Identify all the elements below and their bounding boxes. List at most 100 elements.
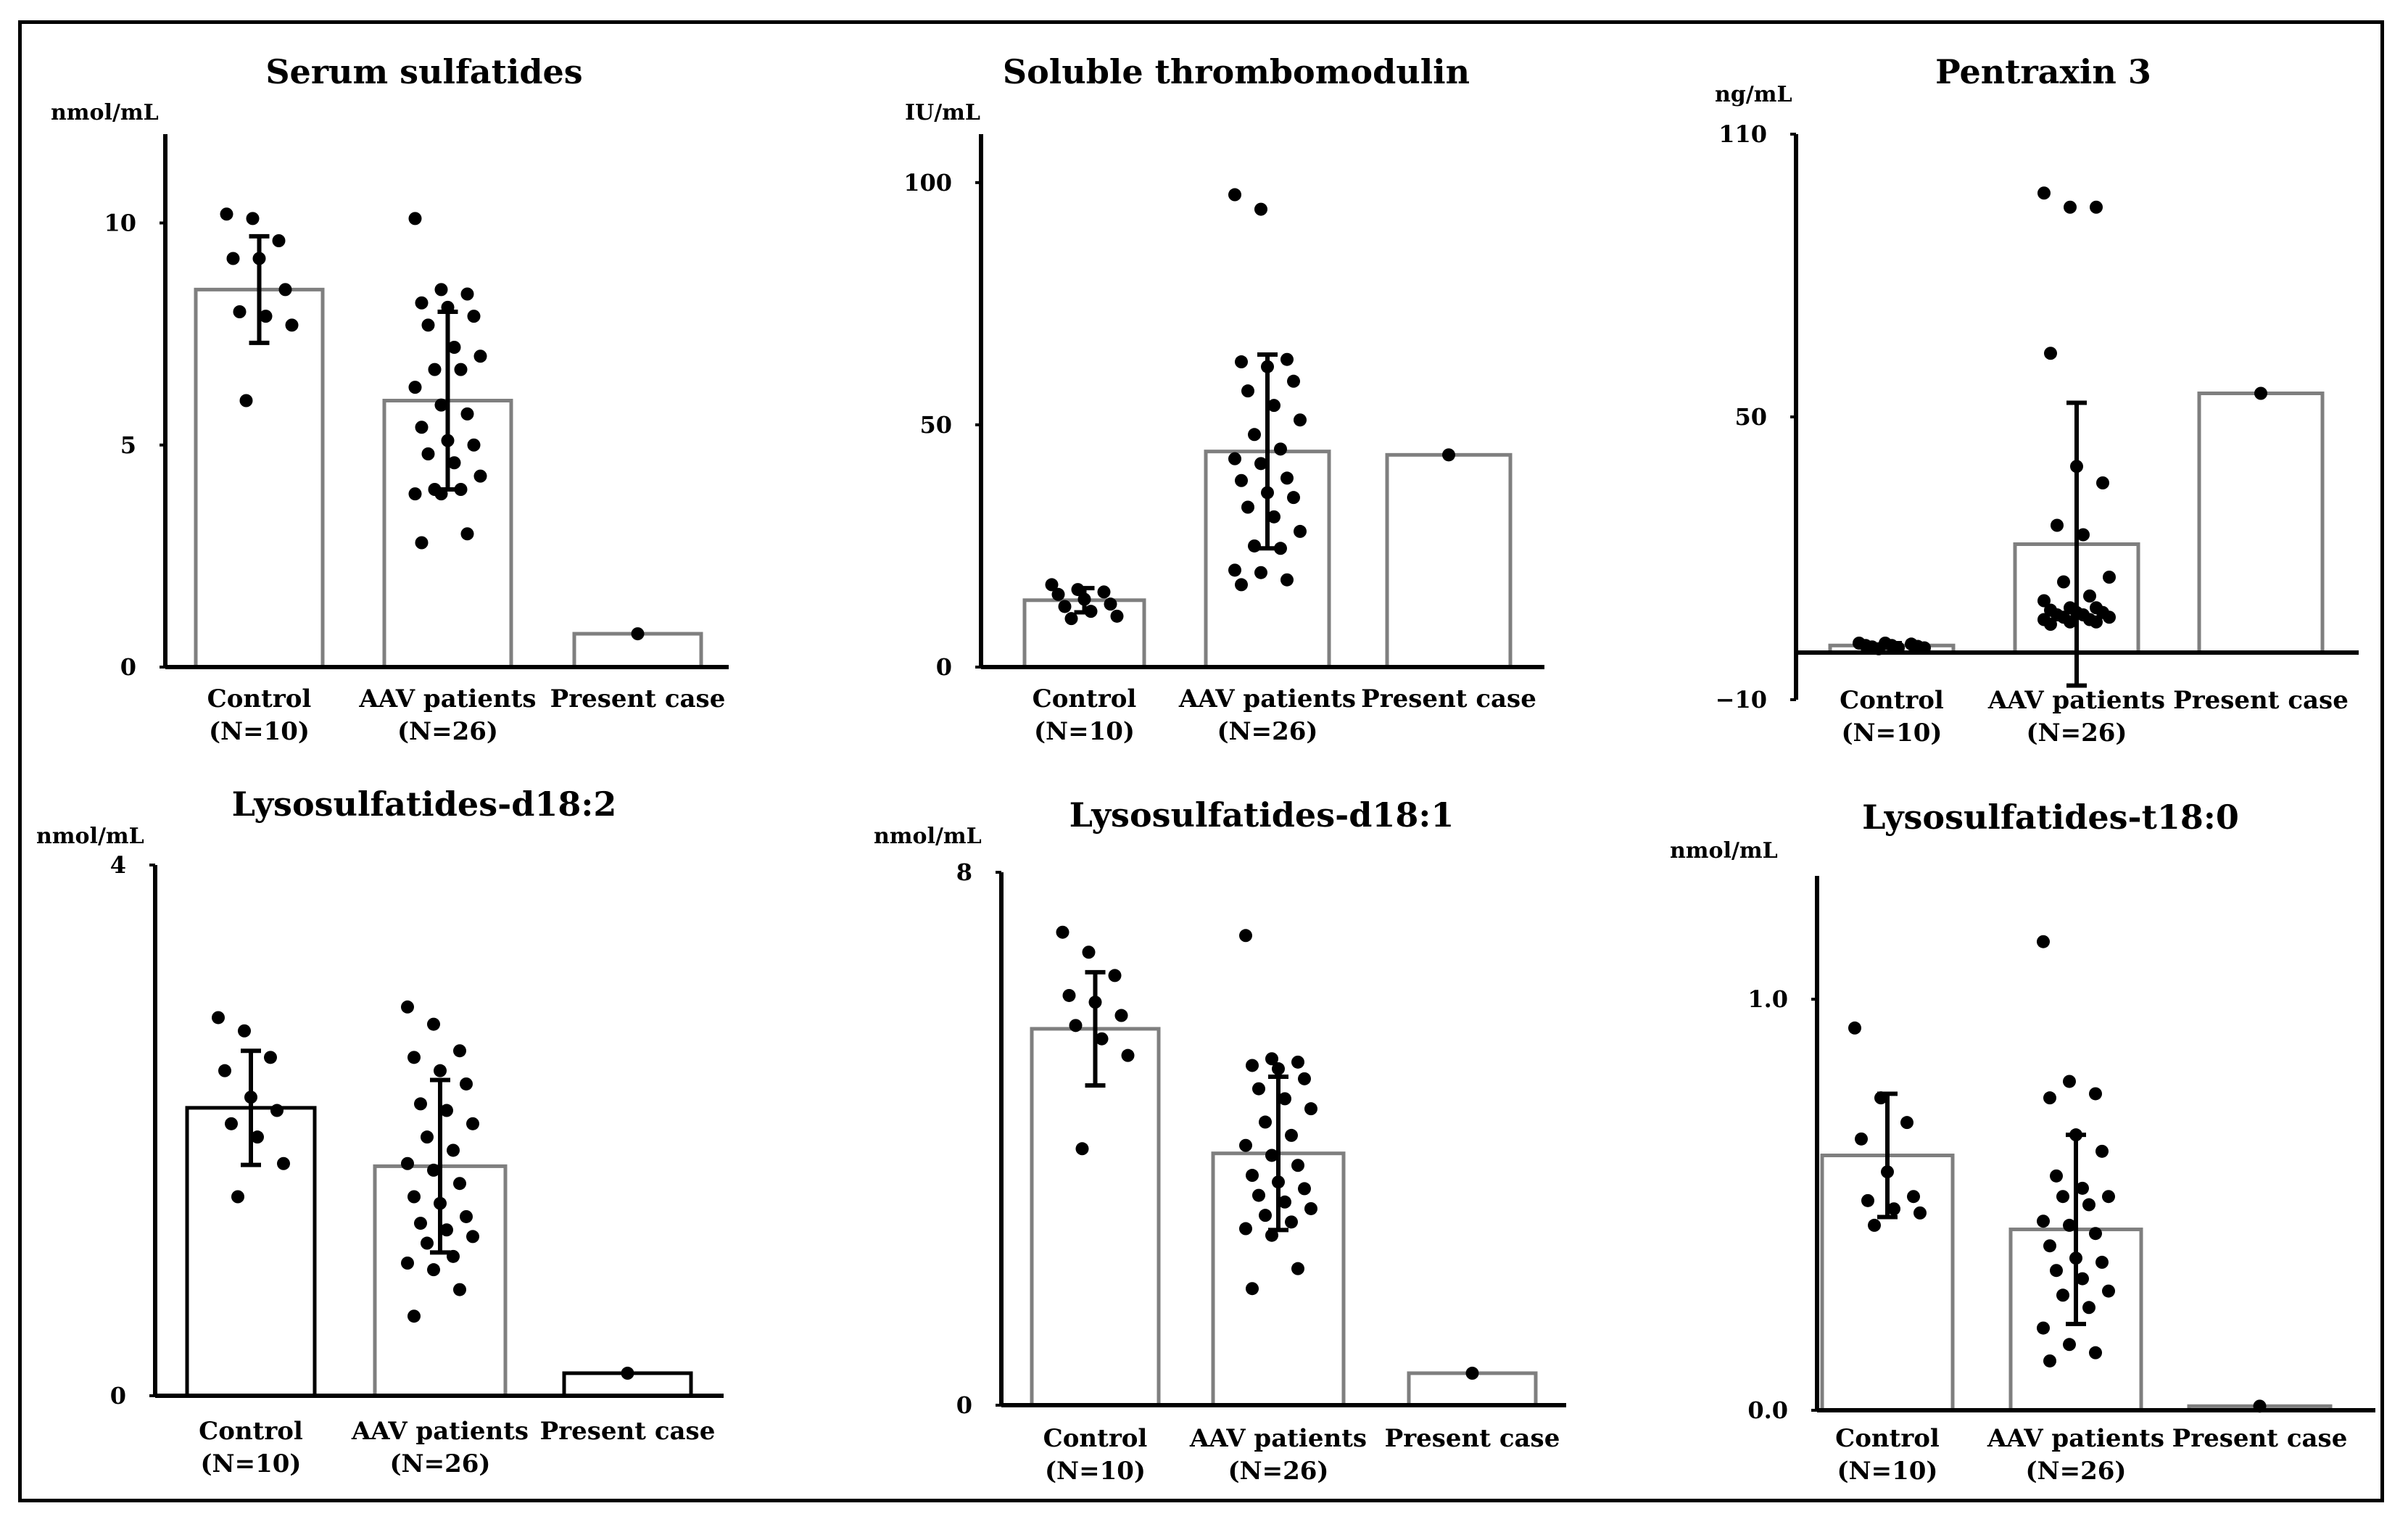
- data-point: [1252, 1188, 1265, 1202]
- y-tick-label: 0: [956, 1391, 972, 1419]
- data-point: [220, 207, 233, 221]
- chart-title: Lysosulfatides-d18:2: [232, 785, 617, 824]
- data-point: [407, 1190, 421, 1204]
- data-point: [1259, 1115, 1272, 1129]
- data-point: [447, 456, 461, 470]
- data-point: [447, 341, 461, 354]
- category-label: Present case: [540, 1417, 716, 1446]
- y-tick-label: 4: [110, 851, 126, 879]
- y-axis-unit-label: nmol/mL: [874, 824, 982, 849]
- y-tick-label: 0: [110, 1382, 126, 1410]
- data-point: [408, 381, 422, 394]
- data-point: [401, 1257, 414, 1270]
- category-count-label: (N=26): [1217, 717, 1317, 746]
- data-point: [414, 1097, 427, 1111]
- data-point: [1868, 1218, 1881, 1232]
- chart-title: Lysosulfatides-d18:1: [1069, 795, 1455, 835]
- category-count-label: (N=10): [200, 1449, 301, 1478]
- chart-panel-1: Serum sulfatides nmol/mL 0 5 10 Control (N=10)…: [51, 52, 729, 746]
- chart-panel-6: Lysosulfatides-t18:0 nmol/mL 0.0 1.0 Control…: [1670, 798, 2375, 1486]
- data-point: [1285, 1215, 1298, 1229]
- data-point: [2050, 1264, 2063, 1278]
- data-point: [2037, 186, 2051, 200]
- chart-title: Serum sulfatides: [265, 52, 582, 91]
- data-point: [2050, 1169, 2063, 1183]
- data-point: [1287, 491, 1300, 505]
- data-point: [447, 1143, 460, 1157]
- data-point: [1075, 1142, 1089, 1156]
- data-point: [467, 438, 481, 452]
- data-point: [434, 398, 448, 412]
- data-point: [1239, 1222, 1252, 1236]
- data-point: [1045, 578, 1059, 592]
- data-point: [1241, 500, 1254, 514]
- y-tick-label: −10: [1716, 686, 1767, 713]
- data-point: [460, 527, 474, 541]
- data-point: [1442, 448, 1455, 462]
- data-point: [1267, 510, 1280, 524]
- data-point: [1280, 352, 1294, 366]
- data-point: [401, 1000, 414, 1014]
- data-point: [2095, 1144, 2109, 1158]
- chart-title: Pentraxin 3: [1935, 52, 2151, 91]
- y-axis-unit-label: nmol/mL: [36, 824, 144, 849]
- data-point: [2063, 1075, 2076, 1088]
- data-point: [2082, 1301, 2095, 1315]
- category-label: Control: [207, 684, 312, 713]
- category-label: Present case: [2173, 686, 2349, 715]
- data-point: [2082, 1198, 2095, 1212]
- category-count-label: (N=10): [1841, 719, 1942, 748]
- data-point: [1097, 585, 1111, 599]
- data-point: [1285, 1128, 1298, 1142]
- data-point: [2076, 1272, 2089, 1286]
- data-point: [1108, 969, 1122, 982]
- data-point: [407, 1051, 421, 1064]
- data-point: [427, 1163, 440, 1177]
- data-point: [460, 1077, 473, 1091]
- data-point: [1887, 1202, 1900, 1216]
- bar-3: [2197, 392, 2325, 655]
- data-point: [226, 252, 240, 265]
- data-point: [1228, 563, 1241, 577]
- data-point: [1274, 542, 1287, 555]
- data-point: [1248, 428, 1261, 442]
- data-point: [1900, 1116, 1913, 1130]
- y-tick-label: 1.0: [1747, 985, 1788, 1013]
- data-point: [421, 1130, 434, 1144]
- data-point: [1095, 1032, 1109, 1046]
- data-point: [1228, 452, 1241, 465]
- data-point: [427, 1017, 440, 1031]
- data-point: [631, 627, 645, 641]
- data-point: [1304, 1201, 1317, 1215]
- data-point: [415, 421, 429, 434]
- category-label: AAV patients: [1189, 1424, 1367, 1453]
- y-tick-label: 10: [104, 210, 136, 237]
- data-point: [2043, 1354, 2056, 1367]
- data-point: [453, 1283, 466, 1296]
- data-point: [1294, 413, 1307, 427]
- data-point: [434, 283, 448, 297]
- data-point: [1056, 925, 1069, 939]
- category-label: AAV patients: [1987, 1424, 2164, 1453]
- data-point: [1254, 566, 1267, 579]
- category-label: Present case: [2172, 1424, 2348, 1453]
- chart-panel-2: Soluble thrombomodulin IU/mL 0 50 100 Control…: [903, 52, 1544, 746]
- data-point: [1246, 1169, 1259, 1183]
- data-point: [259, 310, 273, 323]
- data-point: [1252, 1082, 1265, 1096]
- category-label: AAV patients: [351, 1417, 529, 1446]
- data-point: [2056, 1288, 2069, 1302]
- data-point: [212, 1011, 225, 1025]
- chart-panel-4: Lysosulfatides-d18:2 nmol/mL 0 4 Control (N=1…: [36, 785, 724, 1478]
- data-point: [2103, 611, 2116, 624]
- data-point: [278, 283, 292, 297]
- y-tick-label: 8: [956, 858, 972, 886]
- data-point: [2083, 589, 2096, 603]
- data-point: [1259, 1209, 1272, 1222]
- data-point: [415, 536, 429, 550]
- category-label: AAV patients: [358, 684, 536, 713]
- data-point: [427, 1263, 440, 1277]
- data-point: [454, 363, 468, 376]
- category-count-label: (N=10): [1045, 1457, 1146, 1486]
